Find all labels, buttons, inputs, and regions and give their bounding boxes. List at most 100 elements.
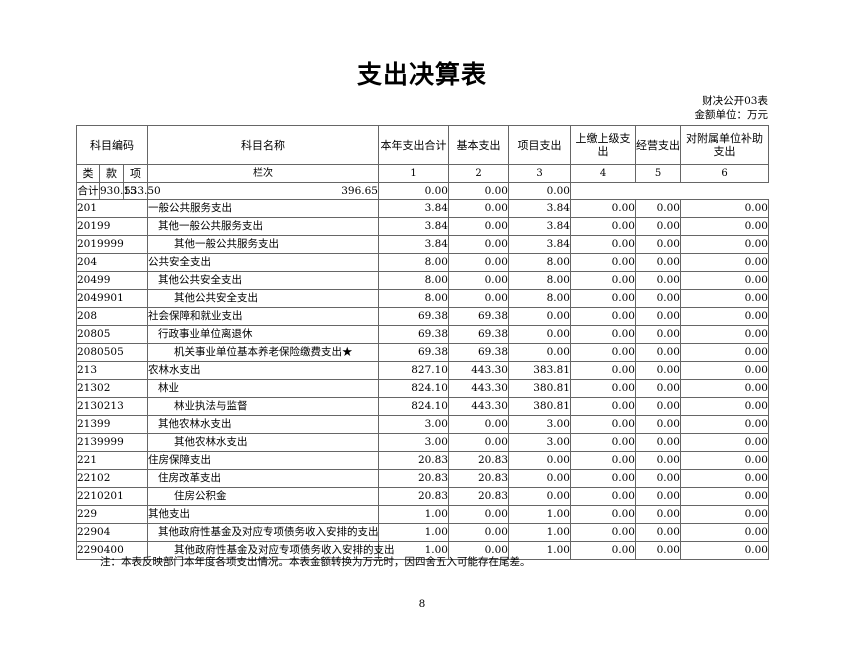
row-value-4: 0.00 xyxy=(570,253,636,272)
row-code: 2019999 xyxy=(76,235,148,254)
row-value-4: 0.00 xyxy=(570,199,636,218)
header-col-1: 本年支出合计 xyxy=(378,125,449,165)
row-code: 21302 xyxy=(76,379,148,398)
row-value-2: 0.00 xyxy=(448,199,509,218)
row-code: 2290400 xyxy=(76,541,148,560)
row-subject-name: 住房公积金 xyxy=(147,487,379,506)
row-value-1: 20.83 xyxy=(378,451,449,470)
row-value-1: 20.83 xyxy=(378,487,449,506)
row-value-6: 0.00 xyxy=(680,343,769,362)
row-subject-name: 公共安全支出 xyxy=(147,253,379,272)
row-value-2: 443.30 xyxy=(448,397,509,416)
row-value-2: 20.83 xyxy=(448,487,509,506)
row-value-3: 1.00 xyxy=(508,541,571,560)
row-value-4: 0.00 xyxy=(570,361,636,380)
row-value-4: 0.00 xyxy=(570,415,636,434)
row-code: 20499 xyxy=(76,271,148,290)
lane-number-6: 6 xyxy=(680,164,769,183)
row-value-1: 3.00 xyxy=(378,415,449,434)
row-value-6: 0.00 xyxy=(680,541,769,560)
row-code: 20805 xyxy=(76,325,148,344)
row-code: 2130213 xyxy=(76,397,148,416)
row-subject-name: 其他公共安全支出 xyxy=(147,271,379,290)
table-body: 201 一般公共服务支出 3.84 0.00 3.84 0.00 0.00 0.00 20199… xyxy=(76,199,769,560)
row-value-4: 0.00 xyxy=(570,451,636,470)
row-value-4: 0.00 xyxy=(570,397,636,416)
table-row: 229 其他支出 1.00 0.00 1.00 0.00 0.00 0.00 xyxy=(76,505,769,524)
header-col-3: 项目支出 xyxy=(508,125,571,165)
row-value-6: 0.00 xyxy=(680,523,769,542)
row-value-6: 0.00 xyxy=(680,289,769,308)
row-value-5: 0.00 xyxy=(635,379,681,398)
row-subject-name: 行政事业单位离退休 xyxy=(147,325,379,344)
lane-number-1: 1 xyxy=(378,164,449,183)
footnote: 注：本表反映部门本年度各项支出情况。本表金额转换为万元时，因四舍五入可能存在尾差… xyxy=(100,556,531,568)
total-label: 合计 xyxy=(76,182,100,200)
row-value-1: 69.38 xyxy=(378,325,449,344)
header-code-group: 科目编码 xyxy=(76,125,148,165)
row-value-5: 0.00 xyxy=(635,199,681,218)
total-row: 合计 930.15 533.50 396.65 0.00 0.00 0.00 xyxy=(76,182,769,200)
table-row: 2139999 其他农林水支出 3.00 0.00 3.00 0.00 0.00 0.00 xyxy=(76,433,769,452)
row-value-5: 0.00 xyxy=(635,289,681,308)
row-value-3: 1.00 xyxy=(508,523,571,542)
row-value-3: 0.00 xyxy=(508,325,571,344)
row-value-3: 380.81 xyxy=(508,397,571,416)
table-row: 22904 其他政府性基金及对应专项债务收入安排的支出 1.00 0.00 1.00 0.… xyxy=(76,523,769,542)
row-subject-name: 其他政府性基金及对应专项债务收入安排的支出 xyxy=(147,523,379,542)
row-value-4: 0.00 xyxy=(570,235,636,254)
row-subject-name: 其他农林水支出 xyxy=(147,433,379,452)
row-code: 229 xyxy=(76,505,148,524)
expenditure-table-wrapper: 科目编码 科目名称 本年支出合计 基本支出 项目支出 上缴上级支出 经营支出 对… xyxy=(76,125,769,560)
row-value-1: 3.84 xyxy=(378,199,449,218)
row-value-3: 3.00 xyxy=(508,415,571,434)
row-code: 2049901 xyxy=(76,289,148,308)
row-code: 221 xyxy=(76,451,148,470)
row-code: 20199 xyxy=(76,217,148,236)
header-col-2: 基本支出 xyxy=(448,125,509,165)
lane-number-2: 2 xyxy=(448,164,509,183)
row-value-6: 0.00 xyxy=(680,451,769,470)
row-value-5: 0.00 xyxy=(635,361,681,380)
row-value-4: 0.00 xyxy=(570,379,636,398)
row-value-5: 0.00 xyxy=(635,271,681,290)
header-col-6: 对附属单位补助支出 xyxy=(680,125,769,165)
expenditure-table: 科目编码 科目名称 本年支出合计 基本支出 项目支出 上缴上级支出 经营支出 对… xyxy=(76,125,769,560)
row-code: 21399 xyxy=(76,415,148,434)
row-value-5: 0.00 xyxy=(635,433,681,452)
row-value-6: 0.00 xyxy=(680,217,769,236)
row-value-6: 0.00 xyxy=(680,469,769,488)
row-value-4: 0.00 xyxy=(570,217,636,236)
row-value-3: 8.00 xyxy=(508,253,571,272)
row-value-4: 0.00 xyxy=(570,505,636,524)
row-value-2: 0.00 xyxy=(448,505,509,524)
lane-number-4: 4 xyxy=(570,164,636,183)
row-value-5: 0.00 xyxy=(635,235,681,254)
row-value-2: 0.00 xyxy=(448,217,509,236)
row-value-5: 0.00 xyxy=(635,253,681,272)
row-value-2: 0.00 xyxy=(448,271,509,290)
header-code-level-2: 款 xyxy=(99,164,124,183)
row-subject-name: 住房改革支出 xyxy=(147,469,379,488)
table-row: 208 社会保障和就业支出 69.38 69.38 0.00 0.00 0.00 0.00 xyxy=(76,307,769,326)
row-value-6: 0.00 xyxy=(680,307,769,326)
page-title: 支出决算表 xyxy=(356,60,487,89)
table-row: 2290400 其他政府性基金及对应专项债务收入安排的支出 1.00 0.00 1.00… xyxy=(76,541,769,560)
row-value-4: 0.00 xyxy=(570,343,636,362)
table-row: 20805 行政事业单位离退休 69.38 69.38 0.00 0.00 0.00 0.00 xyxy=(76,325,769,344)
row-subject-name: 其他一般公共服务支出 xyxy=(147,217,379,236)
table-row: 201 一般公共服务支出 3.84 0.00 3.84 0.00 0.00 0.00 xyxy=(76,199,769,218)
row-value-1: 3.84 xyxy=(378,217,449,236)
row-value-6: 0.00 xyxy=(680,379,769,398)
row-value-1: 824.10 xyxy=(378,379,449,398)
table-row: 2019999 其他一般公共服务支出 3.84 0.00 3.84 0.00 0.00 0.0… xyxy=(76,235,769,254)
form-code: 财决公开03表 xyxy=(702,95,768,107)
row-value-3: 0.00 xyxy=(508,469,571,488)
row-value-5: 0.00 xyxy=(635,325,681,344)
row-value-6: 0.00 xyxy=(680,505,769,524)
header-col-5: 经营支出 xyxy=(635,125,681,165)
row-value-1: 1.00 xyxy=(378,523,449,542)
row-value-5: 0.00 xyxy=(635,343,681,362)
table-row: 2080505 机关事业单位基本养老保险缴费支出★ 69.38 69.38 0.00 0.… xyxy=(76,343,769,362)
row-value-5: 0.00 xyxy=(635,217,681,236)
